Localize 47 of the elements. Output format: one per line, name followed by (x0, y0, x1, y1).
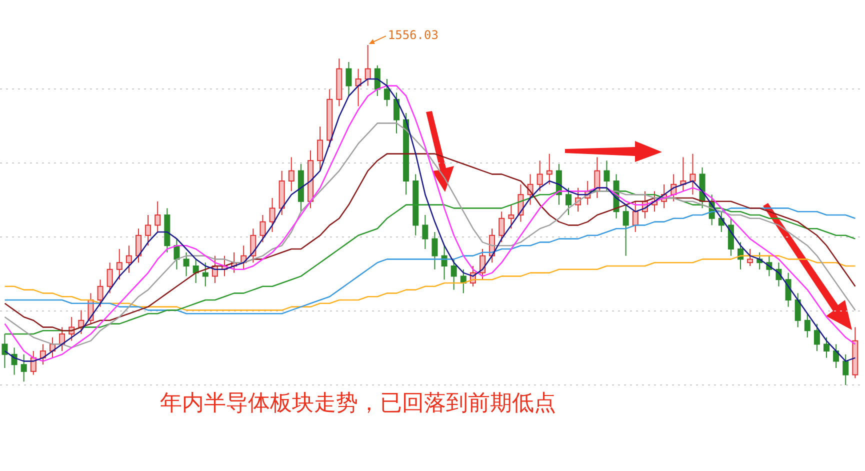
candlestick (269, 198, 276, 232)
candlestick (116, 248, 122, 280)
candlestick (785, 272, 792, 308)
candlestick (432, 232, 438, 270)
candlestick (422, 214, 428, 250)
candlestick (690, 153, 696, 196)
candlestick (480, 248, 486, 280)
candlestick (622, 204, 629, 256)
candlestick (346, 62, 352, 96)
candlestick (288, 156, 294, 192)
candlestick (546, 153, 552, 185)
candlestick (250, 228, 256, 264)
candlestick (450, 258, 457, 290)
candlestick (508, 204, 514, 230)
candlestick (794, 292, 801, 328)
candlestick (154, 200, 161, 232)
candlestick (20, 354, 27, 382)
candlestick (126, 245, 132, 274)
candlestick (804, 313, 810, 338)
candlestick (566, 187, 572, 216)
candlestick (833, 344, 840, 368)
candlestick (842, 354, 849, 385)
candlestick (260, 214, 266, 243)
candlestick (192, 258, 199, 284)
candlestick (317, 126, 324, 172)
candlestick (728, 218, 734, 256)
candlestick (536, 160, 543, 192)
candlestick (106, 262, 113, 294)
candlestick (814, 323, 820, 352)
text: 1556.03 (388, 28, 438, 42)
candlestick (364, 45, 371, 86)
candlestick (632, 200, 638, 232)
candlestick (824, 336, 830, 358)
candlestick (97, 279, 104, 308)
candlestick (498, 211, 505, 243)
candlestick (145, 214, 152, 246)
candlestick (2, 334, 8, 368)
candlestick (394, 92, 400, 134)
candlestick (183, 252, 190, 277)
candlestick (384, 78, 390, 107)
candlestick (747, 248, 754, 266)
text: 年内半导体板块走势，已回落到前期低点 (160, 390, 556, 418)
candlestick (202, 262, 208, 287)
candlestick (355, 68, 362, 107)
candlestick (136, 228, 142, 264)
candlestick (460, 268, 466, 294)
candlestick (604, 160, 610, 192)
